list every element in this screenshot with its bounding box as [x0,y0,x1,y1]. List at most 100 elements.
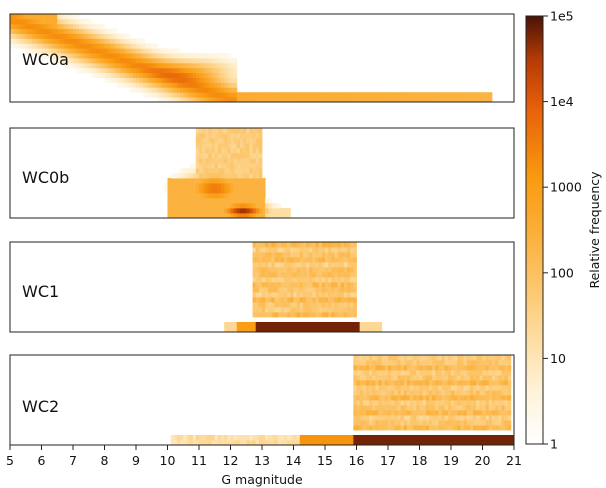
heatmap-cell [400,435,405,441]
heatmap-cell [425,380,430,386]
heatmap-cell [139,43,143,49]
heatmap-cell [378,420,383,426]
heatmap-cell [205,153,209,159]
heatmap-cell [485,440,490,445]
heatmap-cell [318,292,323,298]
heatmap-cell [388,92,392,98]
heatmap-cell [186,435,190,441]
heatmap-cell [340,252,345,258]
heatmap-cell [495,370,499,376]
heatmap-cell [498,395,502,401]
heatmap-cell [325,297,329,303]
heatmap-cell [309,440,313,445]
heatmap-cell [195,193,200,199]
heatmap-cell [318,97,323,102]
heatmap-cell [243,143,247,149]
heatmap-cell [167,193,172,199]
heatmap-cell [154,58,159,64]
heatmap-cell [25,28,30,34]
heatmap-cell [337,247,342,253]
heatmap-cell [113,72,118,78]
heatmap-cell [170,208,175,214]
heatmap-cell [252,440,257,445]
heatmap-cell [117,82,121,88]
heatmap-cell [479,360,483,366]
heatmap-cell [54,18,58,25]
heatmap-cell [306,242,310,248]
heatmap-cell [438,380,442,386]
heatmap-cell [413,420,417,426]
heatmap-cell [104,53,109,59]
heatmap-cell [221,198,225,204]
heatmap-cell [375,365,379,371]
heatmap-cell [447,355,452,361]
heatmap-cell [123,82,127,88]
heatmap-cell [230,148,235,154]
heatmap-cell [432,370,436,376]
heatmap-cell [384,380,389,386]
heatmap-cell [444,410,449,416]
heatmap-cell [507,370,512,376]
heatmap-cell [170,72,175,78]
heatmap-cell [25,23,30,30]
heatmap-cell [362,440,367,445]
heatmap-cell [469,395,474,401]
heatmap-cell [306,282,310,288]
heatmap-cell [170,198,175,204]
heatmap-cell [202,158,206,164]
heatmap-cell [243,178,247,184]
heatmap-cell [359,370,364,376]
heatmap-cell [350,92,354,98]
heatmap-cell [28,33,33,39]
heatmap-cell [476,425,480,431]
heatmap-cell [378,385,383,391]
heatmap-cell [482,380,487,386]
heatmap-cell [306,262,310,268]
heatmap-cell [403,360,408,366]
heatmap-cell [277,247,282,253]
heatmap-cell [239,322,244,328]
heatmap-cell [463,365,468,371]
heatmap-cell [161,87,165,93]
heatmap-cell [491,375,496,381]
heatmap-cell [262,302,266,308]
heatmap-cell [447,405,452,411]
heatmap-cell [416,375,420,381]
heatmap-cell [246,183,250,189]
heatmap-cell [136,38,140,44]
heatmap-cell [403,435,408,441]
heatmap-cell [38,14,42,20]
heatmap-cell [167,203,172,209]
heatmap-cell [488,355,493,361]
heatmap-cell [170,82,175,88]
heatmap-cell [299,282,304,288]
heatmap-cell [95,23,99,30]
heatmap-cell [277,297,282,303]
heatmap-cell [476,415,480,421]
heatmap-cell [337,282,342,288]
heatmap-cell [501,415,505,421]
heatmap-cell [444,405,449,411]
heatmap-cell [321,267,326,273]
heatmap-cell [419,92,424,98]
heatmap-cell [337,435,342,441]
heatmap-cell [321,252,326,258]
heatmap-cell [284,272,288,278]
heatmap-cell [32,28,36,34]
heatmap-cell [249,440,253,445]
heatmap-cell [233,327,238,332]
heatmap-cell [183,72,187,78]
heatmap-cell [485,410,490,416]
heatmap-cell [189,77,194,83]
heatmap-cell [211,213,216,218]
heatmap-cell [195,173,200,179]
heatmap-cell [176,178,181,184]
heatmap-cell [350,292,354,298]
heatmap-cell [214,193,219,199]
heatmap-cell [217,77,222,83]
heatmap-cell [391,370,395,376]
heatmap-cell [479,400,483,406]
heatmap-cell [35,28,39,34]
heatmap-cell [388,370,392,376]
